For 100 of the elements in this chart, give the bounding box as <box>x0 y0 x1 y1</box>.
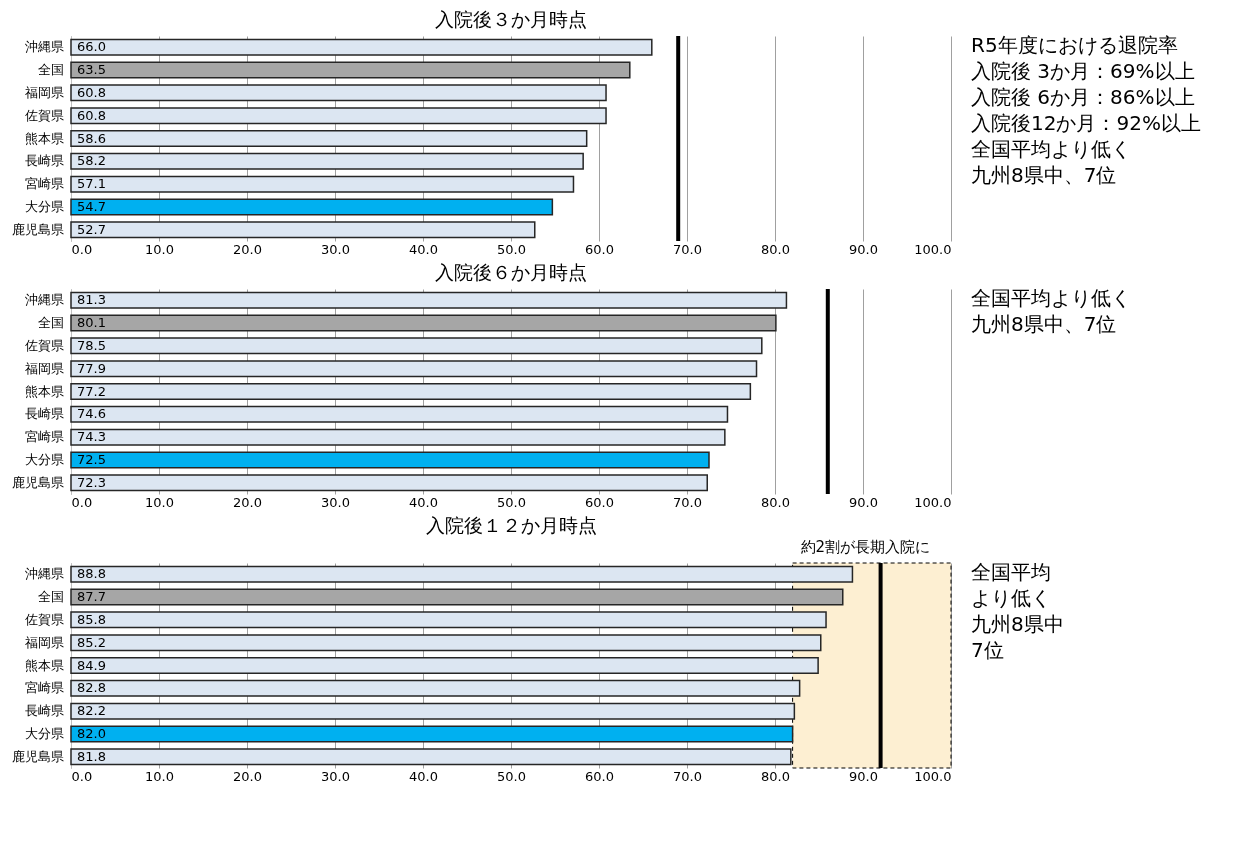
data-label: 72.5 <box>77 451 106 467</box>
y-tick-label: 熊本県 <box>24 130 64 146</box>
x-tick-label: 70.0 <box>673 241 702 257</box>
data-label: 82.2 <box>77 703 106 719</box>
x-tick-label: 10.0 <box>145 241 174 257</box>
text: 入院後12か月：92%以上 <box>971 111 1201 135</box>
y-tick-label: 沖縄県 <box>24 566 64 582</box>
bar <box>70 656 819 675</box>
bar <box>70 291 788 309</box>
text: 全国平均 <box>971 560 1051 584</box>
y-tick-label: 沖縄県 <box>24 292 64 308</box>
x-tick-label: 10.0 <box>145 768 174 784</box>
bar <box>70 198 554 216</box>
band-label: 約2割が長期入院に <box>800 538 931 556</box>
bar <box>70 107 607 125</box>
x-tick-label: 50.0 <box>497 241 526 257</box>
data-label: 87.7 <box>77 589 106 605</box>
y-tick-label: 鹿児島県 <box>11 748 64 764</box>
data-label: 81.3 <box>77 292 106 308</box>
y-tick-label: 長崎県 <box>24 153 64 169</box>
bar <box>70 565 854 583</box>
y-tick-label: 福岡県 <box>24 634 64 650</box>
data-label: 74.6 <box>77 406 106 422</box>
y-tick-label: 長崎県 <box>24 703 64 719</box>
y-tick-label: 熊本県 <box>24 383 64 399</box>
y-tick-label: 鹿児島県 <box>11 221 64 237</box>
data-label: 80.1 <box>77 315 106 331</box>
y-tick-label: 佐賀県 <box>24 611 64 627</box>
data-label: 54.7 <box>77 198 106 214</box>
bar <box>70 129 588 148</box>
y-tick-label: 全国 <box>37 315 64 331</box>
data-label: 84.9 <box>77 657 106 673</box>
y-tick-label: 宮崎県 <box>24 680 64 696</box>
x-tick-label: 100.0 <box>914 494 952 510</box>
text: 九州8県中、7位 <box>971 163 1117 187</box>
x-tick-label: 40.0 <box>409 241 438 257</box>
data-label: 63.5 <box>77 62 106 78</box>
x-tick-label: 0.0 <box>71 768 93 784</box>
x-tick-label: 100.0 <box>914 241 952 257</box>
x-tick-label: 80.0 <box>761 494 790 510</box>
y-tick-label: 佐賀県 <box>24 337 64 353</box>
text: 九州8県中 <box>971 612 1064 636</box>
x-tick-label: 90.0 <box>849 494 878 510</box>
bar <box>70 474 708 492</box>
x-tick-label: 70.0 <box>673 494 702 510</box>
bar <box>70 337 763 355</box>
y-tick-label: 佐賀県 <box>24 107 64 123</box>
y-tick-label: 大分県 <box>24 725 64 741</box>
data-label: 85.8 <box>77 611 106 627</box>
y-tick-label: 全国 <box>37 589 64 605</box>
data-label: 81.8 <box>77 748 106 764</box>
y-tick-label: 宮崎県 <box>24 429 64 445</box>
data-label: 88.8 <box>77 566 106 582</box>
data-label: 77.9 <box>77 360 106 376</box>
x-tick-label: 40.0 <box>409 768 438 784</box>
x-tick-label: 30.0 <box>321 768 350 784</box>
data-label: 82.8 <box>77 680 106 696</box>
text: より低く <box>971 586 1051 610</box>
bar <box>70 152 584 170</box>
data-label: 66.0 <box>77 39 106 55</box>
data-label: 60.8 <box>77 107 106 123</box>
bar <box>70 634 822 652</box>
bar <box>70 382 752 401</box>
bar <box>70 679 801 697</box>
x-tick-label: 0.0 <box>71 494 93 510</box>
chart-title: 入院後６か月時点 <box>435 261 587 283</box>
x-tick-label: 60.0 <box>585 241 614 257</box>
data-label: 60.8 <box>77 84 106 100</box>
x-tick-label: 50.0 <box>497 768 526 784</box>
x-tick-label: 20.0 <box>233 241 262 257</box>
x-tick-label: 30.0 <box>321 494 350 510</box>
data-label: 85.2 <box>77 634 106 650</box>
text: 入院後 6か月：86%以上 <box>971 85 1195 109</box>
bar <box>70 611 827 629</box>
text: 全国平均より低く <box>971 286 1131 310</box>
y-tick-label: 宮崎県 <box>24 176 64 192</box>
y-tick-label: 大分県 <box>24 198 64 214</box>
chart-title: 入院後３か月時点 <box>435 8 587 30</box>
chart-title: 入院後１２か月時点 <box>425 514 597 536</box>
x-tick-label: 60.0 <box>585 768 614 784</box>
bar <box>70 221 536 239</box>
x-tick-label: 20.0 <box>233 494 262 510</box>
bar <box>70 451 710 469</box>
x-tick-label: 90.0 <box>849 768 878 784</box>
bar <box>70 748 792 766</box>
text: 7位 <box>971 638 1004 662</box>
bar <box>70 84 607 102</box>
y-tick-label: 鹿児島県 <box>11 474 64 490</box>
data-label: 57.1 <box>77 176 106 192</box>
text: 九州8県中、7位 <box>971 312 1117 336</box>
bar <box>70 405 729 423</box>
bar <box>70 725 794 743</box>
bar <box>70 702 796 720</box>
data-label: 58.6 <box>77 130 106 146</box>
x-tick-label: 100.0 <box>914 768 952 784</box>
bar <box>70 38 653 56</box>
data-label: 82.0 <box>77 725 106 741</box>
x-tick-label: 90.0 <box>849 241 878 257</box>
x-tick-label: 40.0 <box>409 494 438 510</box>
data-label: 52.7 <box>77 221 106 237</box>
